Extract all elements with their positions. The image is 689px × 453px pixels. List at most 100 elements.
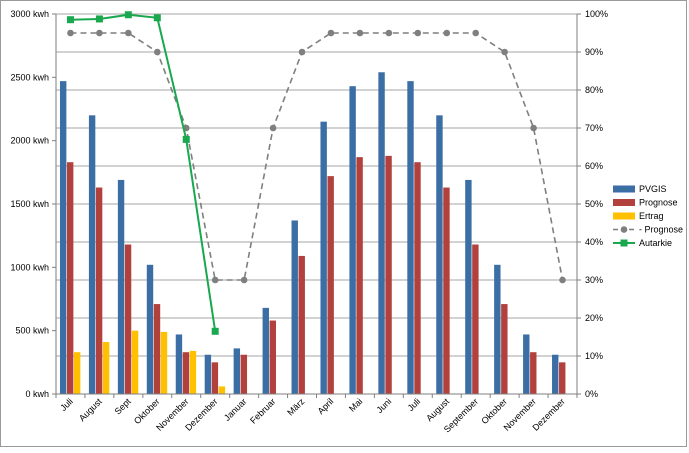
legend-swatch-prognose <box>613 199 635 206</box>
legend-swatch-pvgis <box>613 185 635 193</box>
marker-prognose <box>327 29 335 37</box>
bar-ertrag <box>189 350 197 394</box>
bar-prognose <box>153 304 161 394</box>
marker-autarkie <box>211 327 219 335</box>
bar-ertrag <box>218 386 226 394</box>
y2-tick-label: 10% <box>585 351 603 361</box>
bar-prognose <box>472 244 479 394</box>
marker-autarkie <box>124 11 132 19</box>
bar-pvgis <box>291 220 298 394</box>
bar-prognose <box>501 304 508 394</box>
marker-autarkie <box>182 135 190 143</box>
bar-pvgis <box>262 307 269 394</box>
bar-prognose <box>124 244 132 394</box>
x-tick-label: April <box>316 396 336 416</box>
marker-prognose <box>501 48 508 56</box>
bar-pvgis <box>349 86 356 394</box>
bar-pvgis <box>204 354 212 394</box>
x-tick-label: August <box>424 396 451 423</box>
marker-prognose <box>385 29 393 37</box>
bar-pvgis <box>552 354 559 394</box>
bar-pvgis <box>117 179 125 394</box>
y-tick-label: 2000 kwh <box>10 136 49 146</box>
bar-ertrag <box>131 330 139 394</box>
bar-pvgis <box>407 81 414 394</box>
marker-autarkie <box>66 16 74 24</box>
legend-label: Autarkie <box>639 238 672 248</box>
y-tick-label: 1500 kwh <box>10 199 49 209</box>
x-tick-label: Sept <box>113 396 134 417</box>
legend-label: Prognose <box>639 198 678 208</box>
bar-ertrag <box>73 352 81 394</box>
bar-prognose <box>385 155 392 394</box>
y2-tick-label: 60% <box>585 161 603 171</box>
bar-pvgis <box>378 72 385 395</box>
y2-tick-label: 80% <box>585 85 603 95</box>
bar-prognose <box>95 187 103 394</box>
bar-pvgis <box>320 121 327 395</box>
grid-lines <box>56 13 577 395</box>
bar-pvgis <box>436 115 443 394</box>
bar-prognose <box>240 354 248 394</box>
bar-prognose <box>298 255 305 394</box>
legend-label: PVGIS <box>639 184 667 194</box>
marker-prognose <box>472 29 479 37</box>
bar-prognose <box>327 176 334 394</box>
x-tick-label: Januar <box>222 396 249 423</box>
bar-prognose <box>559 362 566 394</box>
marker-prognose <box>125 29 132 37</box>
x-tick-label: März <box>285 396 307 418</box>
y-tick-label: 2500 kwh <box>10 72 49 82</box>
marker-prognose <box>298 48 306 56</box>
marker-prognose <box>356 29 364 37</box>
marker-prognose <box>96 29 103 37</box>
y2-tick-label: 30% <box>585 275 603 285</box>
marker-autarkie <box>95 15 103 23</box>
y-tick-label: 0 kwh <box>25 389 49 399</box>
bar-prognose <box>414 162 421 394</box>
x-tick-label: Juni <box>375 396 394 415</box>
x-tick-label: Februar <box>248 396 277 425</box>
bar-prognose <box>66 162 74 394</box>
bar-pvgis <box>465 179 472 394</box>
bar-pvgis <box>146 264 154 394</box>
series-line-prognose <box>70 32 564 281</box>
bar-prognose <box>443 187 450 394</box>
y-tick-label: 1000 kwh <box>10 262 49 272</box>
bar-pvgis <box>233 348 241 394</box>
bar-prognose <box>269 320 276 394</box>
y2-tick-label: 100% <box>585 9 608 19</box>
marker-prognose <box>414 29 422 37</box>
bar-series <box>59 72 566 395</box>
y2-tick-label: 70% <box>585 123 603 133</box>
bar-pvgis <box>175 334 183 394</box>
marker-prognose <box>240 276 248 284</box>
marker-autarkie <box>153 14 161 22</box>
legend-marker <box>620 239 628 247</box>
y2-tick-label: 90% <box>585 47 603 57</box>
marker-prognose <box>269 124 277 132</box>
bar-pvgis <box>59 81 67 394</box>
legend: PVGIS Prognose Ertrag - Prognose Autarkie <box>613 184 683 248</box>
y2-tick-label: 20% <box>585 313 603 323</box>
y-tick-label: 500 kwh <box>15 326 49 336</box>
x-tick-label: Juli <box>406 396 423 413</box>
y2-tick-label: 50% <box>585 199 603 209</box>
x-tick-label: August <box>77 396 104 423</box>
legend-label: Ertrag <box>639 211 664 221</box>
bar-pvgis <box>494 264 501 394</box>
series-line-autarkie <box>70 13 217 332</box>
bar-pvgis <box>523 334 530 394</box>
legend-swatch-ertrag <box>613 212 635 220</box>
bar-ertrag <box>102 342 110 394</box>
bar-pvgis <box>88 115 96 394</box>
y-tick-label: 3000 kwh <box>10 9 49 19</box>
bar-prognose <box>356 157 363 394</box>
legend-label: - Prognose <box>639 225 683 235</box>
bar-prognose <box>211 362 219 394</box>
marker-prognose <box>211 276 219 284</box>
legend-marker <box>620 226 628 233</box>
marker-prognose <box>154 48 161 56</box>
y2-tick-label: 0% <box>585 389 598 399</box>
